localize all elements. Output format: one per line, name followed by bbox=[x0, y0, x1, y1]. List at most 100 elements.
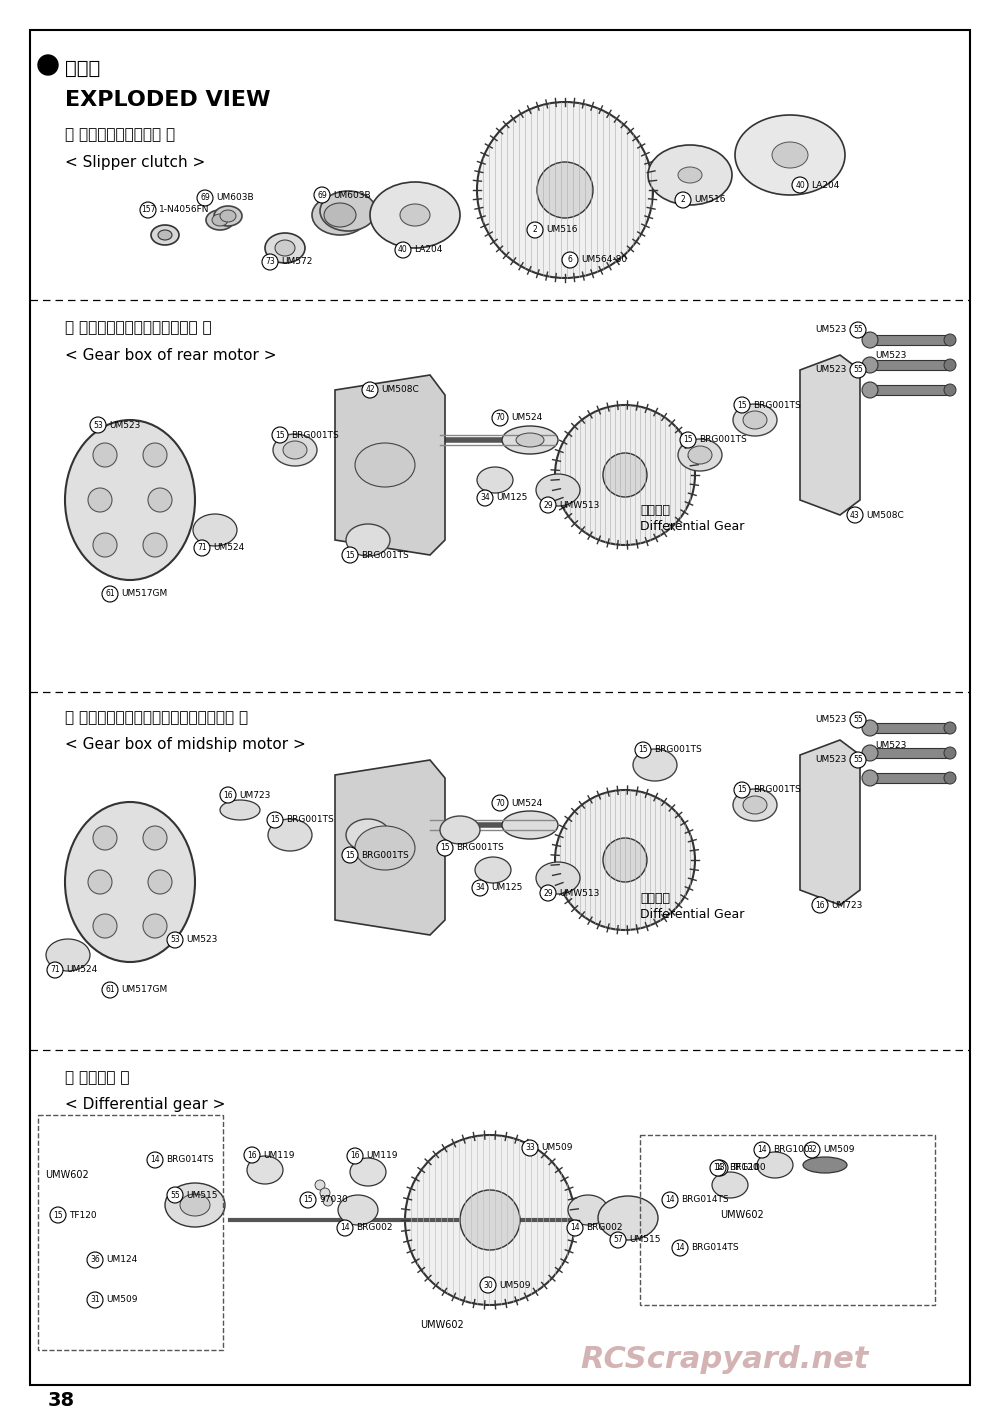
Circle shape bbox=[50, 1208, 66, 1223]
Circle shape bbox=[167, 1186, 183, 1203]
Ellipse shape bbox=[180, 1193, 210, 1216]
Text: Differential Gear: Differential Gear bbox=[640, 909, 744, 922]
Ellipse shape bbox=[536, 474, 580, 506]
Text: UM125: UM125 bbox=[491, 884, 522, 892]
Text: BRG001TS: BRG001TS bbox=[361, 550, 409, 560]
Ellipse shape bbox=[757, 1152, 793, 1178]
Ellipse shape bbox=[214, 206, 242, 226]
Ellipse shape bbox=[283, 441, 307, 460]
Ellipse shape bbox=[944, 723, 956, 734]
Ellipse shape bbox=[743, 796, 767, 814]
Text: 1-N4056FN: 1-N4056FN bbox=[159, 205, 210, 215]
Text: UM523: UM523 bbox=[875, 351, 906, 359]
Circle shape bbox=[93, 913, 117, 937]
Circle shape bbox=[812, 896, 828, 913]
Text: 73: 73 bbox=[265, 257, 275, 266]
Text: UM509: UM509 bbox=[106, 1295, 138, 1305]
Ellipse shape bbox=[440, 816, 480, 844]
Text: BRG001TS: BRG001TS bbox=[291, 430, 339, 440]
Circle shape bbox=[710, 1159, 726, 1176]
Text: UM524: UM524 bbox=[511, 799, 542, 807]
Text: 15: 15 bbox=[638, 745, 648, 755]
Ellipse shape bbox=[65, 802, 195, 962]
Circle shape bbox=[143, 533, 167, 557]
Text: UM509: UM509 bbox=[541, 1144, 572, 1152]
Circle shape bbox=[90, 417, 106, 433]
Text: 55: 55 bbox=[853, 365, 863, 375]
Ellipse shape bbox=[346, 525, 390, 556]
Text: 55: 55 bbox=[853, 755, 863, 765]
Text: 32: 32 bbox=[807, 1145, 817, 1154]
Circle shape bbox=[87, 1292, 103, 1308]
Circle shape bbox=[672, 1240, 688, 1256]
Circle shape bbox=[712, 1159, 728, 1176]
Text: 69: 69 bbox=[317, 191, 327, 199]
Ellipse shape bbox=[678, 438, 722, 471]
Text: UMW513: UMW513 bbox=[559, 888, 599, 898]
Text: UMW513: UMW513 bbox=[559, 501, 599, 509]
Text: 14: 14 bbox=[570, 1223, 580, 1233]
Text: UM509: UM509 bbox=[499, 1281, 530, 1290]
Text: UM517GM: UM517GM bbox=[121, 590, 167, 598]
Text: 55: 55 bbox=[853, 715, 863, 724]
Text: UM524: UM524 bbox=[511, 413, 542, 423]
Text: UM119: UM119 bbox=[366, 1151, 398, 1161]
Ellipse shape bbox=[206, 211, 234, 230]
Ellipse shape bbox=[712, 1172, 748, 1198]
Ellipse shape bbox=[370, 182, 460, 247]
Text: UM523: UM523 bbox=[816, 755, 847, 765]
Text: 34: 34 bbox=[475, 884, 485, 892]
Ellipse shape bbox=[193, 515, 237, 546]
Text: 55: 55 bbox=[853, 325, 863, 335]
Text: BRG001TS: BRG001TS bbox=[699, 436, 747, 444]
Circle shape bbox=[362, 382, 378, 397]
Ellipse shape bbox=[346, 819, 390, 851]
Circle shape bbox=[754, 1143, 770, 1158]
Circle shape bbox=[272, 427, 288, 443]
Circle shape bbox=[197, 189, 213, 206]
Text: ＜ リヤモーター用ギヤボックス ＞: ＜ リヤモーター用ギヤボックス ＞ bbox=[65, 321, 212, 335]
Text: UM508C: UM508C bbox=[866, 510, 904, 519]
Ellipse shape bbox=[536, 863, 580, 894]
Ellipse shape bbox=[220, 211, 236, 222]
Circle shape bbox=[537, 163, 593, 218]
Circle shape bbox=[88, 488, 112, 512]
Ellipse shape bbox=[355, 443, 415, 486]
Ellipse shape bbox=[324, 204, 356, 228]
Text: 14: 14 bbox=[665, 1195, 675, 1205]
Ellipse shape bbox=[862, 356, 878, 373]
Circle shape bbox=[405, 1135, 575, 1305]
Ellipse shape bbox=[568, 1195, 608, 1225]
Text: UM523: UM523 bbox=[816, 365, 847, 375]
Text: 16: 16 bbox=[223, 790, 233, 799]
Text: UM119: UM119 bbox=[263, 1151, 294, 1159]
Circle shape bbox=[562, 252, 578, 269]
Circle shape bbox=[680, 433, 696, 448]
Text: UM524: UM524 bbox=[213, 543, 244, 553]
Text: 29: 29 bbox=[543, 501, 553, 509]
Text: 15: 15 bbox=[345, 850, 355, 860]
Text: 42: 42 bbox=[365, 386, 375, 395]
Circle shape bbox=[492, 795, 508, 812]
Bar bbox=[870, 723, 950, 732]
Text: 16: 16 bbox=[247, 1151, 257, 1159]
Text: 30: 30 bbox=[483, 1281, 493, 1290]
Circle shape bbox=[323, 1196, 333, 1206]
Ellipse shape bbox=[265, 233, 305, 263]
Text: 57: 57 bbox=[613, 1236, 623, 1244]
Text: UM516: UM516 bbox=[546, 225, 578, 235]
Circle shape bbox=[102, 585, 118, 602]
Ellipse shape bbox=[743, 411, 767, 428]
Ellipse shape bbox=[275, 240, 295, 256]
Circle shape bbox=[140, 202, 156, 218]
Text: UM572: UM572 bbox=[281, 257, 312, 266]
Polygon shape bbox=[335, 759, 445, 935]
Text: 2: 2 bbox=[533, 225, 537, 235]
Text: デフギヤ: デフギヤ bbox=[640, 891, 670, 905]
Circle shape bbox=[395, 242, 411, 257]
Ellipse shape bbox=[944, 359, 956, 370]
Text: 157: 157 bbox=[141, 205, 155, 215]
Circle shape bbox=[342, 847, 358, 863]
Circle shape bbox=[167, 932, 183, 947]
Text: UM603B: UM603B bbox=[216, 194, 254, 202]
